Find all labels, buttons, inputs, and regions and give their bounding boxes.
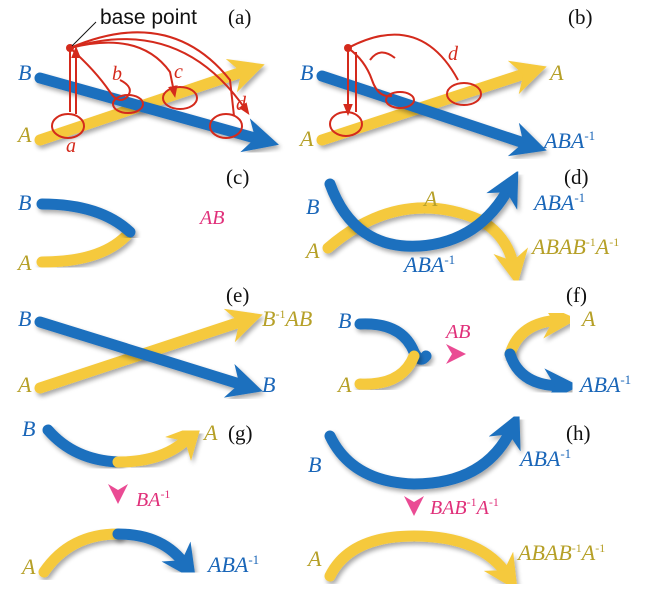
panel-d-label-B: B — [306, 194, 319, 219]
panel-g-label-B: B — [22, 416, 35, 441]
panel-f-string-ABA-out — [504, 348, 580, 404]
panel-b-label-A-out: A — [548, 60, 564, 85]
panel-h-bridge-arrow — [404, 496, 424, 516]
panel-d-string-B — [324, 170, 519, 252]
panel-g: (g) B A BA-1 A ABA-1 — [20, 416, 259, 581]
panel-g-string-A-out — [112, 423, 202, 468]
panel-h-label-bottom-out: ABAB-1A-1 — [516, 540, 605, 565]
panel-d-label-bottom-mid: ABA-1 — [402, 252, 455, 277]
panel-b-label-B: B — [300, 60, 313, 85]
panel-g-string-ABA-out — [112, 528, 196, 581]
panel-h-string-B — [324, 412, 521, 490]
panel-g-label-A-in: A — [20, 554, 36, 579]
base-point-leader — [71, 21, 97, 47]
panel-g-tag: (g) — [228, 421, 253, 445]
panel-d-tag: (d) — [564, 165, 589, 189]
panel-f-label-ABA-out: ABA-1 — [578, 372, 631, 397]
panel-b-tag: (b) — [568, 5, 593, 29]
panel-c-label-AB: AB — [198, 207, 224, 229]
panel-d-label-bottom-out: ABAB-1A-1 — [530, 234, 619, 259]
panel-b: (b) B A A d ABA-1 — [298, 5, 595, 157]
loop-label-d: d — [236, 93, 247, 115]
panel-h: (h) B ABA-1 BAB-1A-1 A ABAB-1A-1 — [306, 412, 605, 591]
panel-g-label-ABA-out: ABA-1 — [206, 552, 259, 577]
panel-e-label-B-out: B — [262, 372, 275, 397]
panel-g-string-B — [42, 424, 124, 468]
panel-g-string-A-in — [38, 528, 124, 578]
loop-label-b: b — [112, 63, 122, 85]
panel-f-label-B: B — [338, 308, 351, 333]
panel-e-string-B — [34, 316, 263, 398]
panel-h-label-bridge: BAB-1A-1 — [430, 495, 499, 519]
panel-c-label-A: A — [16, 250, 32, 275]
panel-d-label-A-mid: A — [422, 186, 438, 211]
panel-d: (d) B A A ABA-1 ABA-1 ABAB-1A-1 — [304, 165, 619, 286]
panel-b-label-ABA-inv: ABA-1 — [542, 128, 595, 153]
panel-f-string-A — [354, 350, 420, 390]
loop-label-a: a — [66, 135, 76, 157]
panel-a-loops — [51, 31, 250, 139]
panel-c-label-B: B — [18, 190, 31, 215]
panel-g-bridge-arrow — [108, 484, 128, 504]
panel-f-tag: (f) — [566, 283, 587, 307]
panel-e-label-B-in: B — [18, 306, 31, 331]
panel-c-string-A — [36, 230, 132, 268]
panel-a-tag: (a) — [228, 5, 251, 29]
panel-g-label-BA-inv: BA-1 — [136, 487, 170, 511]
panel-h-tag: (h) — [566, 421, 591, 445]
panel-g-label-A-out: A — [202, 420, 218, 445]
panel-a-label-A: A — [16, 122, 32, 147]
panel-b-loop-label-d: d — [448, 43, 459, 65]
panel-b-loop-d — [329, 33, 482, 137]
panel-e-label-top-out: B-1AB — [262, 306, 312, 331]
panel-h-label-A: A — [306, 546, 322, 571]
panel-f-bridge-arrow — [446, 344, 466, 364]
panel-e-tag: (e) — [226, 283, 249, 307]
panel-f-label-AB: AB — [444, 321, 470, 343]
panel-h-string-A — [324, 530, 518, 591]
panel-e-label-A-in: A — [16, 372, 32, 397]
panel-a: base point (a) B A a b c d — [16, 5, 279, 157]
panel-f-label-A-out: A — [580, 306, 596, 331]
panel-d-string-A — [322, 202, 529, 286]
panel-e: (e) B A B B-1AB — [16, 283, 312, 398]
panel-c: (c) B A AB — [16, 165, 280, 275]
panel-h-label-top-out: ABA-1 — [518, 446, 571, 471]
panel-d-label-A-in: A — [304, 238, 320, 263]
panel-c-tag: (c) — [226, 165, 249, 189]
panel-c-string-B — [36, 198, 136, 238]
panel-b-label-A-in: A — [298, 126, 314, 151]
base-point-label: base point — [100, 6, 197, 29]
panel-h-label-B: B — [308, 452, 321, 477]
panel-f: (f) B A AB A ABA-1 — [336, 283, 631, 404]
panel-f-label-A: A — [336, 372, 352, 397]
panel-d-label-top-out: ABA-1 — [532, 190, 585, 215]
panel-f-string-A-out — [504, 303, 578, 360]
panel-a-label-B: B — [18, 60, 31, 85]
loop-label-c: c — [174, 61, 183, 83]
